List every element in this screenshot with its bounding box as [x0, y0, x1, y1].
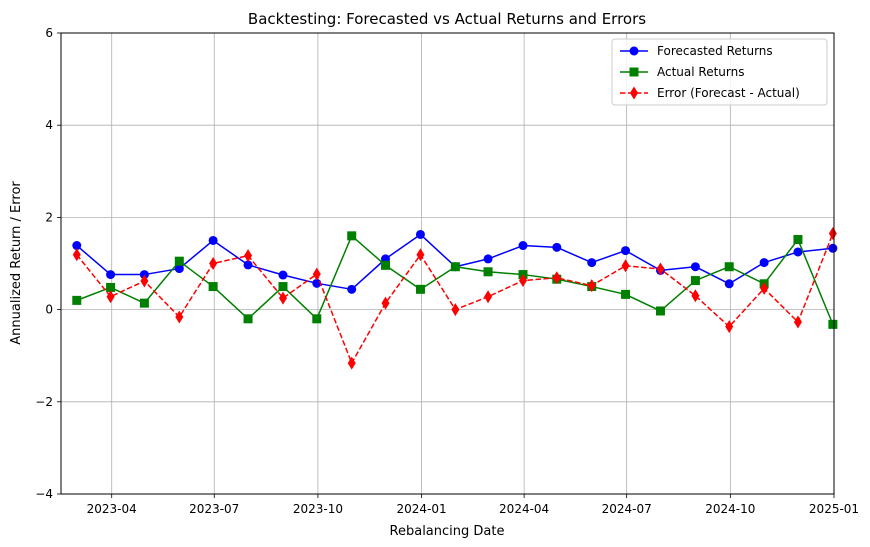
data-point	[174, 264, 184, 274]
x-tick-label: 2024-04	[499, 502, 549, 516]
data-point	[415, 229, 425, 239]
y-tick-label: −4	[35, 487, 53, 501]
data-point	[208, 282, 218, 292]
y-axis-label: Annualized Return / Error	[9, 181, 24, 345]
data-point	[483, 267, 493, 277]
x-tick-label: 2023-04	[87, 502, 137, 516]
plot-frame	[60, 32, 835, 495]
data-point	[243, 260, 253, 270]
data-point	[209, 257, 218, 270]
data-point	[106, 290, 115, 304]
y-tick-label: 2	[45, 210, 53, 224]
x-axis-ticks: 2023-04 2023-07 2023-10 2024-01 2024-04 2024-…	[87, 494, 859, 516]
data-point	[655, 306, 665, 316]
data-point	[278, 291, 287, 305]
x-tick-label: 2024-07	[602, 502, 652, 516]
y-tick-label: −2	[35, 395, 53, 409]
x-tick-label: 2023-07	[189, 502, 239, 516]
data-point	[347, 356, 356, 370]
data-point	[828, 227, 837, 241]
y-tick-label: 0	[45, 303, 53, 317]
y-tick-label: 6	[45, 26, 53, 40]
data-point	[656, 262, 665, 276]
data-point	[347, 284, 357, 294]
data-point	[691, 289, 700, 303]
data-point	[312, 314, 322, 324]
data-point	[518, 274, 527, 288]
data-point	[621, 289, 631, 299]
data-point	[552, 242, 562, 252]
data-point	[347, 231, 357, 241]
data-point	[793, 247, 803, 257]
data-point	[175, 310, 184, 324]
data-point	[381, 260, 391, 270]
data-point	[621, 246, 631, 256]
data-point	[587, 258, 597, 268]
x-tick-label: 2023-10	[293, 502, 343, 516]
legend-item: Forecasted Returns	[620, 44, 773, 58]
data-point	[243, 314, 253, 324]
y-axis-ticks: −4 −2 0 2 4 6	[35, 26, 61, 501]
legend-item: Actual Returns	[620, 65, 744, 79]
x-tick-label: 2024-10	[705, 502, 755, 516]
data-point	[72, 248, 81, 262]
legend-box	[611, 38, 828, 106]
y-tick-label: 4	[45, 118, 53, 132]
series-2	[72, 227, 837, 370]
data-point	[828, 319, 838, 329]
data-point	[621, 259, 630, 273]
data-point	[106, 270, 116, 280]
data-point	[760, 281, 769, 295]
data-point	[724, 279, 734, 289]
data-point	[690, 276, 700, 286]
data-point	[72, 295, 82, 305]
data-point	[587, 279, 596, 293]
legend-marker	[630, 86, 638, 100]
legend: Forecasted Returns Actual Returns Error (F…	[611, 38, 828, 106]
data-point	[140, 274, 149, 288]
legend-label: Actual Returns	[657, 65, 744, 79]
data-point	[381, 296, 390, 310]
data-point	[174, 256, 184, 266]
data-point	[690, 262, 700, 272]
data-point	[278, 270, 288, 280]
legend-marker	[629, 46, 639, 56]
data-point	[484, 290, 493, 304]
legend-marker	[629, 67, 639, 77]
data-point	[72, 241, 82, 251]
data-point	[793, 235, 803, 245]
x-tick-label: 2024-01	[397, 502, 447, 516]
data-point	[312, 267, 321, 281]
data-point	[450, 262, 460, 272]
data-point	[416, 248, 425, 262]
data-point	[244, 249, 253, 263]
chart-title: Backtesting: Forecasted vs Actual Return…	[248, 10, 646, 28]
data-point	[518, 241, 528, 251]
data-point	[724, 262, 734, 272]
legend-item: Error (Forecast - Actual)	[620, 86, 800, 100]
data-point	[759, 258, 769, 268]
legend-label: Forecasted Returns	[657, 44, 773, 58]
data-point	[828, 243, 838, 253]
data-point	[793, 315, 802, 329]
series-group	[72, 227, 838, 370]
data-point	[451, 303, 460, 317]
data-point	[278, 282, 288, 292]
data-point	[208, 235, 218, 245]
data-point	[725, 320, 734, 334]
data-point	[483, 254, 493, 264]
x-axis-label: Rebalancing Date	[390, 524, 505, 539]
data-point	[139, 298, 149, 308]
x-tick-label: 2025-01	[809, 502, 859, 516]
data-point	[106, 282, 116, 292]
legend-label: Error (Forecast - Actual)	[657, 86, 800, 100]
data-point	[415, 284, 425, 294]
data-point	[552, 271, 561, 285]
